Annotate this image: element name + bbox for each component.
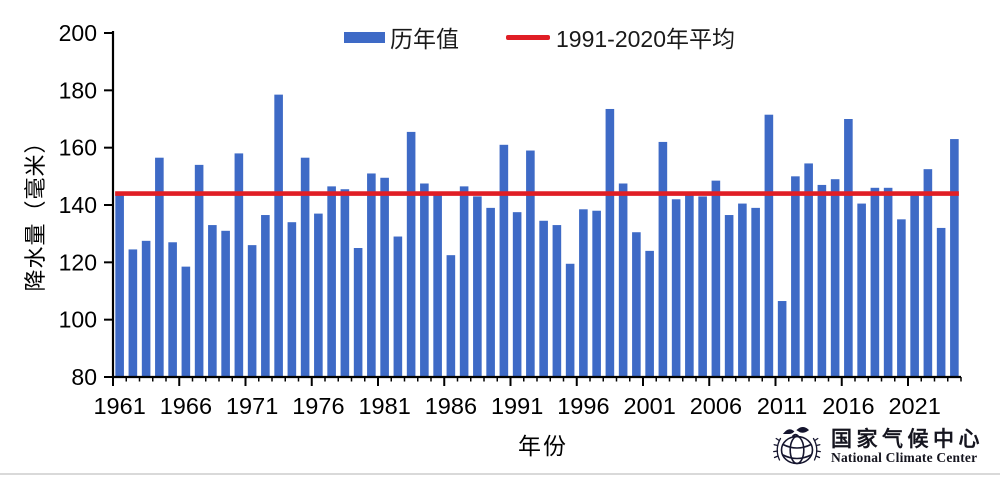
bar-1962: [128, 249, 138, 377]
bar-1985: [433, 194, 442, 377]
bar-1980: [367, 173, 376, 377]
bar-1976: [314, 213, 323, 377]
bar-1971: [247, 245, 257, 377]
bar-1964: [155, 157, 164, 377]
y-axis-title: 降水量（毫米）: [23, 130, 48, 292]
bottom-divider: [0, 473, 1000, 475]
bar-1992: [526, 150, 535, 377]
bar-1969: [221, 230, 230, 377]
legend-label-average: 1991-2020年平均: [556, 26, 735, 52]
bar-2010: [764, 114, 774, 377]
x-tick-label-1966: 1966: [160, 393, 212, 419]
bar-1979: [353, 248, 363, 377]
bar-1990: [499, 144, 509, 377]
legend-bar-swatch-icon: [344, 31, 385, 43]
bar-1982: [393, 236, 403, 377]
bar-2000: [632, 232, 641, 377]
bar-1966: [181, 266, 191, 377]
bar-2009: [751, 207, 760, 377]
bar-2024: [950, 139, 959, 377]
bar-1993: [539, 220, 548, 377]
bar-2003: [671, 199, 681, 377]
bar-1968: [208, 225, 217, 377]
legend-label-annual: 历年值: [390, 26, 459, 52]
bar-1972: [261, 215, 270, 377]
bar-1961: [115, 193, 124, 377]
x-tick-label-1991: 1991: [491, 393, 543, 419]
bar-1994: [552, 225, 562, 377]
x-tick-label-1996: 1996: [557, 393, 609, 419]
bar-1967: [194, 164, 204, 377]
ncc-name-cn: 国家气候中心: [831, 427, 984, 451]
bar-1997: [592, 210, 601, 377]
y-tick-label: 200: [59, 20, 97, 46]
bar-1986: [446, 255, 456, 377]
bar-1977: [327, 186, 336, 377]
bar-2017: [857, 203, 866, 377]
bar-2019: [883, 187, 893, 377]
bar-2008: [738, 203, 747, 377]
bar-2005: [698, 196, 707, 377]
bar-1973: [274, 94, 283, 377]
bar-1981: [380, 177, 389, 377]
x-tick-label-1981: 1981: [358, 393, 410, 419]
ncc-name-en: National Climate Center: [831, 450, 978, 465]
x-tick-label-1986: 1986: [425, 393, 477, 419]
ncc-logo: 国家气候中心 National Climate Center: [770, 424, 984, 470]
bar-2006: [711, 180, 721, 377]
bar-2011: [777, 301, 787, 377]
legend-line-swatch-icon: [506, 34, 550, 40]
bar-1998: [605, 108, 615, 377]
bar-1975: [300, 157, 310, 377]
bar-1996: [579, 209, 588, 377]
y-tick-label: 140: [59, 192, 97, 218]
bar-1999: [618, 183, 628, 377]
bar-1995: [565, 263, 575, 377]
bar-2014: [817, 184, 827, 377]
y-tick-label: 80: [71, 364, 97, 390]
bar-1965: [168, 242, 177, 377]
ncc-globe-icon: [773, 427, 821, 465]
bar-2020: [897, 219, 906, 377]
bar-2022: [923, 169, 933, 377]
x-tick-label-2016: 2016: [822, 393, 874, 419]
bar-1970: [234, 153, 244, 377]
bar-1991: [512, 212, 522, 377]
bar-1983: [406, 131, 416, 377]
bar-2018: [870, 187, 880, 377]
bar-1963: [141, 240, 151, 377]
bar-1989: [486, 207, 495, 377]
y-tick-label: 120: [59, 249, 97, 275]
bar-2001: [645, 250, 654, 377]
x-axis-title: 年份: [518, 433, 568, 459]
bar-2012: [791, 176, 800, 377]
bar-2013: [804, 163, 813, 377]
y-tick-label: 160: [59, 135, 97, 161]
chart-legend: 历年值 1991-2020年平均: [344, 24, 735, 52]
bar-2002: [658, 141, 668, 377]
bar-1978: [340, 189, 350, 377]
bar-1984: [420, 183, 429, 377]
bar-1974: [287, 222, 297, 377]
x-tick-label-1976: 1976: [292, 393, 344, 419]
bar-2007: [724, 215, 734, 377]
x-tick-label-1971: 1971: [226, 393, 278, 419]
bar-1987: [459, 186, 469, 377]
x-tick-label-2006: 2006: [690, 393, 742, 419]
x-tick-label-1961: 1961: [93, 393, 145, 419]
x-tick-label-2011: 2011: [757, 393, 808, 419]
x-tick-label-2001: 2001: [623, 393, 675, 419]
bar-2015: [830, 179, 840, 377]
y-tick-label: 100: [59, 307, 97, 333]
bar-2023: [936, 227, 946, 377]
y-tick-label: 180: [59, 77, 97, 103]
x-tick-label-2021: 2021: [888, 393, 940, 419]
bar-2004: [685, 192, 694, 377]
bar-2021: [910, 192, 919, 377]
bar-1988: [473, 196, 482, 377]
bar-2016: [844, 119, 853, 377]
